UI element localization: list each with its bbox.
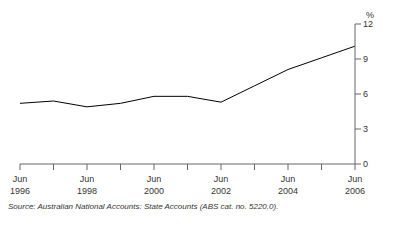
svg-text:1996: 1996 bbox=[10, 186, 30, 196]
html-text:Source: Australian National Ac: Source: Australian National Accounts: St… bbox=[8, 202, 279, 211]
svg-text:Jun: Jun bbox=[147, 174, 162, 184]
svg-text:Jun: Jun bbox=[80, 174, 95, 184]
svg-text:6: 6 bbox=[363, 89, 368, 99]
svg-text:1998: 1998 bbox=[77, 186, 97, 196]
svg-text:3: 3 bbox=[363, 124, 368, 134]
svg-text:2002: 2002 bbox=[211, 186, 231, 196]
svg-text:2006: 2006 bbox=[345, 186, 365, 196]
svg-text:2004: 2004 bbox=[278, 186, 298, 196]
svg-text:Jun: Jun bbox=[13, 174, 28, 184]
svg-text:Jun: Jun bbox=[348, 174, 363, 184]
svg-text:12: 12 bbox=[363, 19, 373, 29]
svg-text:Jun: Jun bbox=[281, 174, 296, 184]
svg-text:%: % bbox=[366, 10, 374, 20]
svg-text:Jun: Jun bbox=[214, 174, 229, 184]
svg-text:2000: 2000 bbox=[144, 186, 164, 196]
svg-text:0: 0 bbox=[363, 159, 368, 169]
svg-text:9: 9 bbox=[363, 54, 368, 64]
